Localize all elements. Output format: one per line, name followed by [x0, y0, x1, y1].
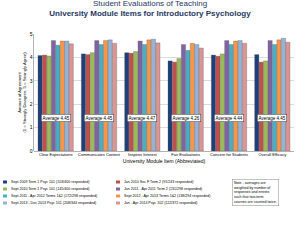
svg-text:Concern for Students: Concern for Students: [210, 152, 248, 157]
svg-text:Note - averages areweighted by: Note - averages areweighted by number of…: [234, 181, 277, 204]
svg-text:Average 4.45: Average 4.45: [86, 116, 113, 121]
svg-text:Fair Evaluations: Fair Evaluations: [171, 152, 200, 157]
svg-text:Sept 2010 Term 1 Psyc 101 (145: Sept 2010 Term 1 Psyc 101 (145/400 respo…: [11, 187, 89, 191]
svg-text:4: 4: [30, 54, 33, 60]
svg-text:Sept 2013 - Dec 2013 Psyc 101: Sept 2013 - Dec 2013 Psyc 101 (208/344 r…: [11, 201, 96, 205]
svg-text:University Module Item (Abbrev: University Module Item (Abbreviated): [123, 158, 206, 164]
svg-text:Inspires Interest: Inspires Interest: [128, 152, 157, 157]
svg-text:Jan 2011 - Apr 2011 Term 2 (13: Jan 2011 - Apr 2011 Term 2 (131/298 resp…: [124, 187, 202, 191]
svg-text:Jan 2010 Sec F Term 2 (91/243: Jan 2010 Sec F Term 2 (91/243 responded): [124, 180, 193, 184]
svg-text:Overall Efficacy: Overall Efficacy: [258, 152, 286, 157]
svg-text:Communicates Content: Communicates Content: [78, 152, 121, 157]
svg-text:1: 1: [30, 124, 33, 130]
svg-text:Average 4.26: Average 4.26: [173, 116, 200, 121]
svg-text:Sept 2009 Term 1 Psyc 101 (103: Sept 2009 Term 1 Psyc 101 (103/400 respo…: [11, 180, 89, 184]
svg-text:Average 4.44: Average 4.44: [216, 116, 243, 121]
svg-text:Sept 2012 - Apr 2013 Terms 1&2: Sept 2012 - Apr 2013 Terms 1&2 (138/294 …: [124, 194, 210, 198]
svg-text:2: 2: [30, 101, 33, 107]
svg-text:5: 5: [30, 31, 33, 37]
svg-text:Student Evaluations of Teachin: Student Evaluations of TeachingUniversit…: [49, 0, 251, 18]
svg-text:Clear Expectations: Clear Expectations: [39, 152, 73, 157]
svg-text:Average 4.47: Average 4.47: [129, 116, 156, 121]
svg-text:Amount of Agreement(1 = Strong: Amount of Agreement(1 = Strongly Disagre…: [17, 52, 27, 133]
svg-text:Jan - Apr 2014 Psyc 102 (122/3: Jan - Apr 2014 Psyc 102 (122/372 respond…: [124, 201, 198, 205]
svg-text:Average 4.45: Average 4.45: [43, 116, 70, 121]
svg-text:3: 3: [30, 78, 33, 84]
svg-text:0: 0: [30, 148, 33, 154]
svg-text:Sept 2011 - Apr 2012 Terms 1&2: Sept 2011 - Apr 2012 Terms 1&2 (172/298 …: [11, 194, 97, 198]
svg-text:Average 4.45: Average 4.45: [259, 116, 286, 121]
